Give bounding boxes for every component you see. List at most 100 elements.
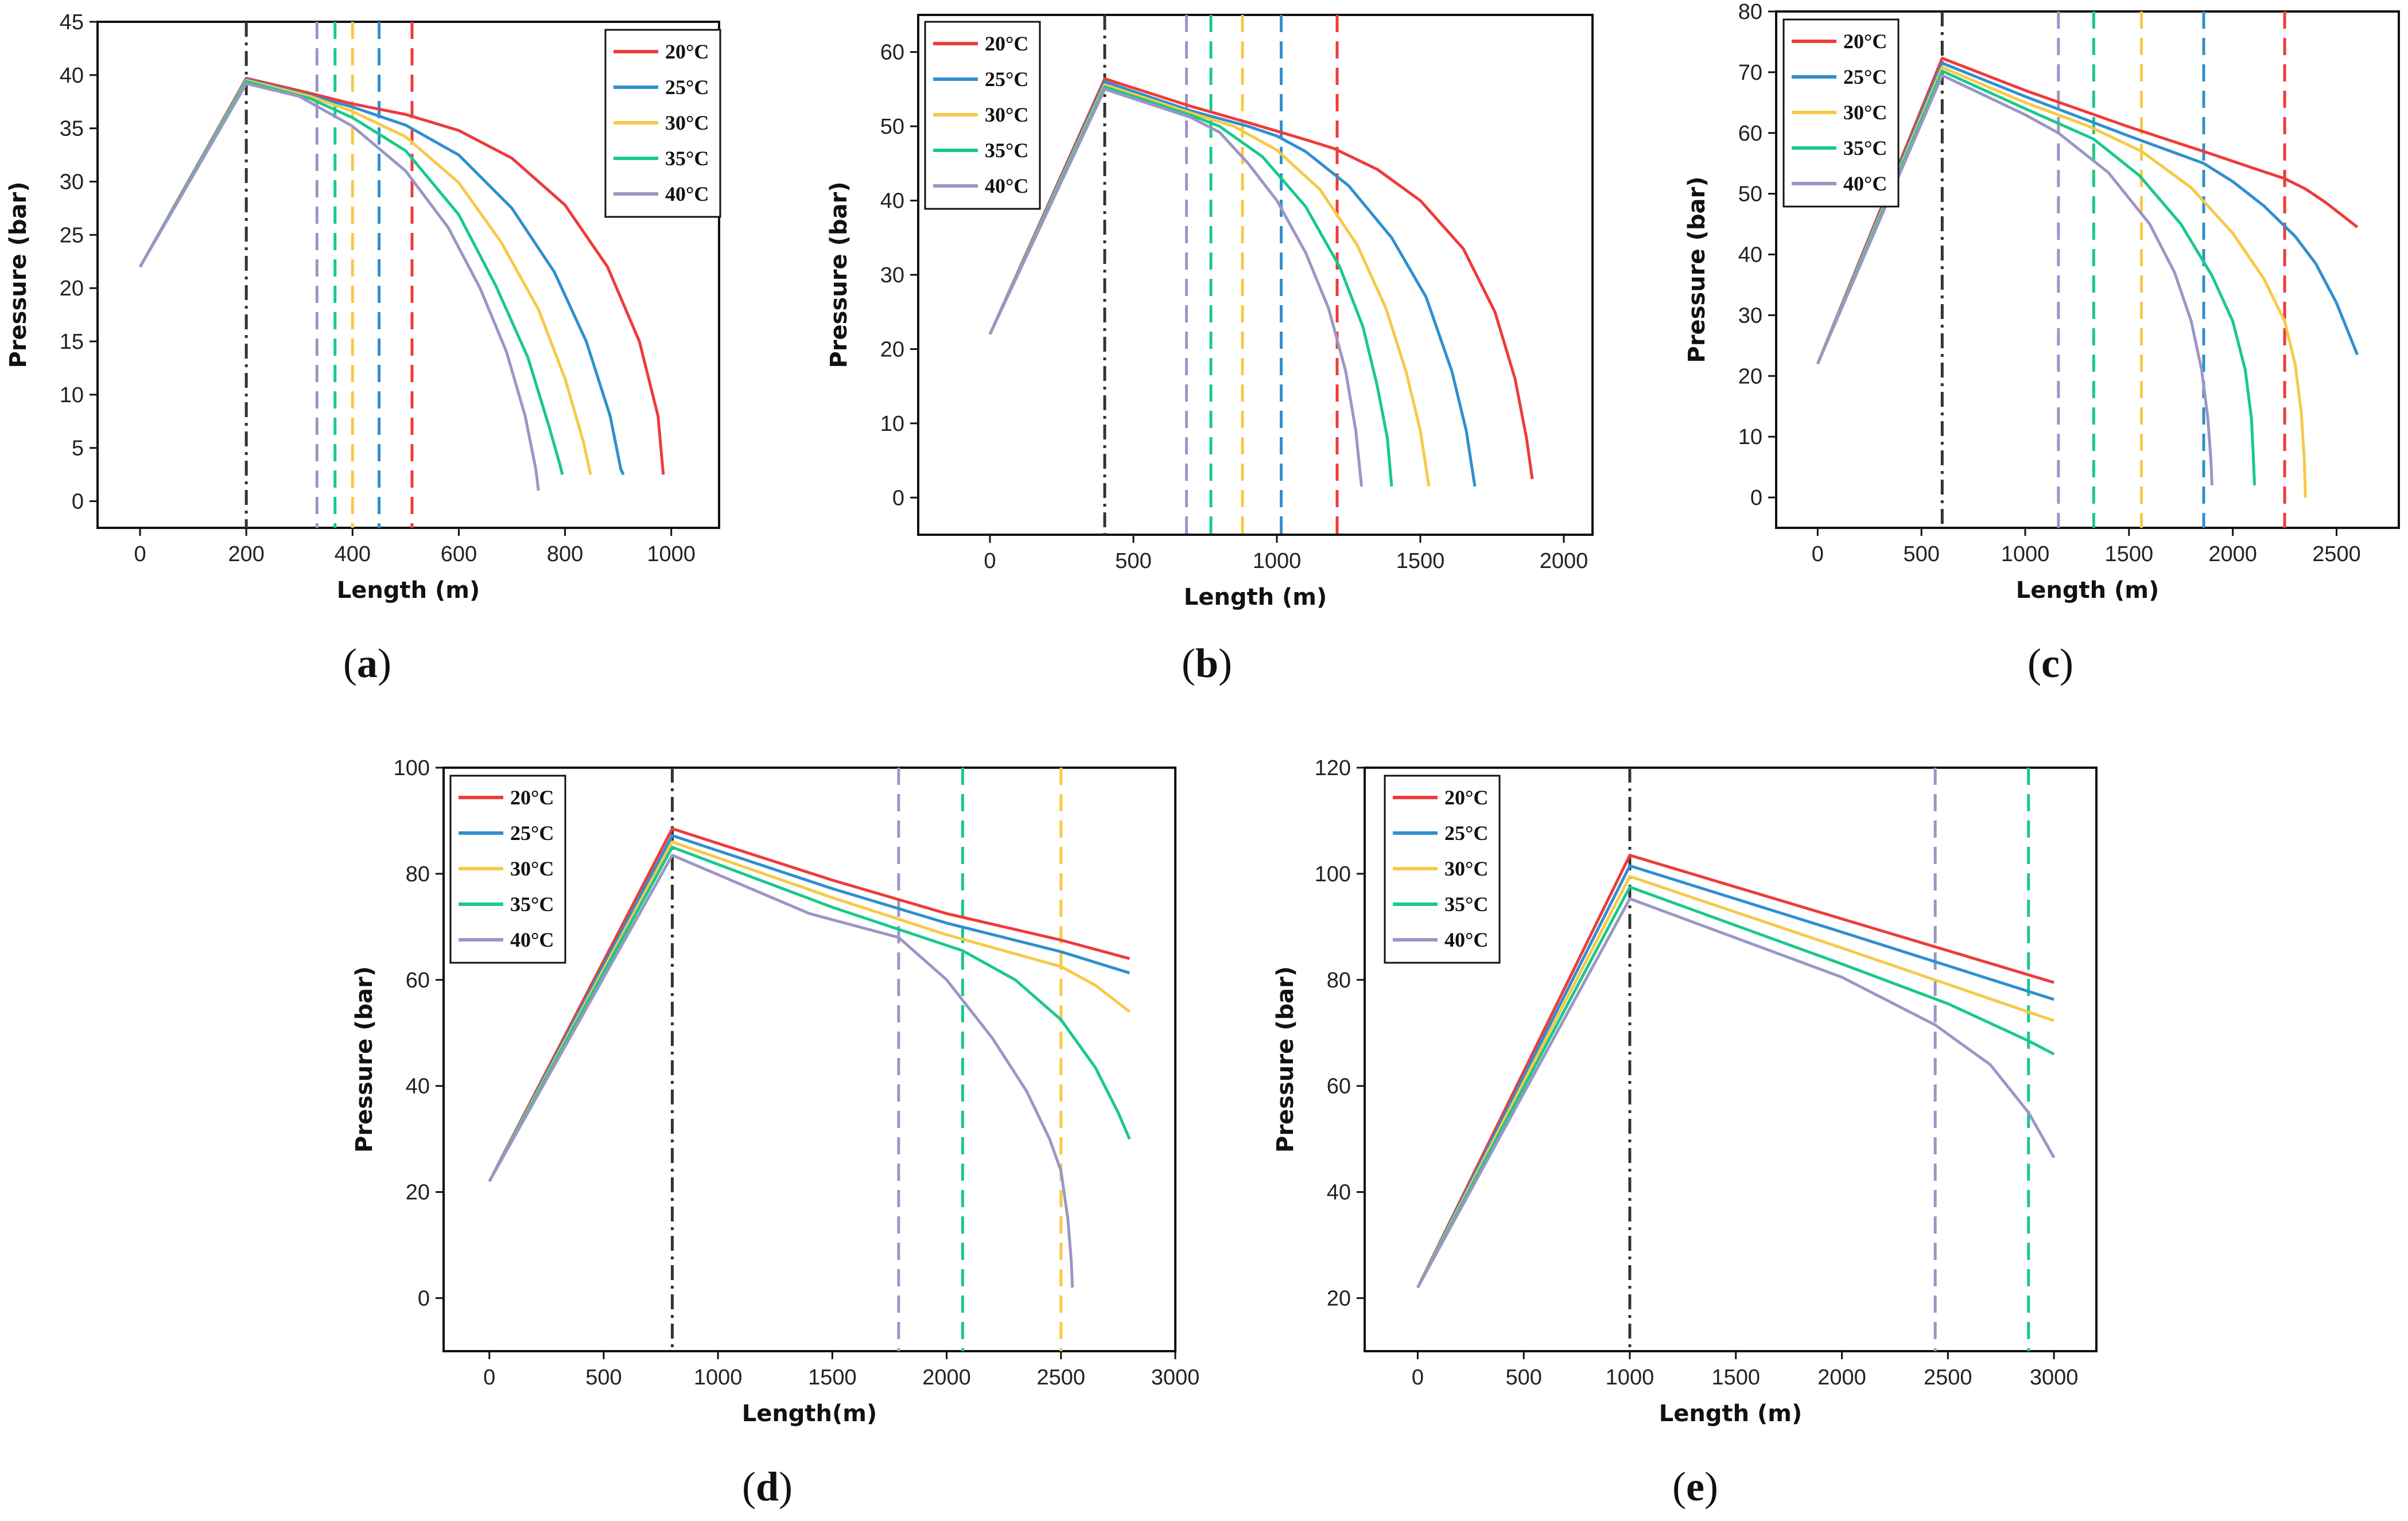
y-tick-label: 120 xyxy=(1315,756,1351,780)
x-tick-label: 1000 xyxy=(647,542,696,566)
x-tick-label: 400 xyxy=(335,542,371,566)
legend-label: 25°C xyxy=(510,822,554,845)
y-tick-label: 60 xyxy=(1738,122,1762,146)
y-tick-label: 40 xyxy=(1327,1181,1351,1205)
y-tick-label: 20 xyxy=(1738,364,1762,388)
x-tick-label: 0 xyxy=(1412,1366,1424,1390)
series-line-20c xyxy=(488,827,1130,1182)
y-axis-label: Pressure (bar) xyxy=(351,966,378,1153)
plot-frame xyxy=(1775,10,2400,529)
legend-label: 20°C xyxy=(510,786,554,809)
legend-label: 25°C xyxy=(1843,65,1887,88)
x-tick-label: 500 xyxy=(1505,1366,1541,1390)
series-line-40c xyxy=(988,87,1363,487)
legend-label: 20°C xyxy=(1444,786,1488,809)
y-tick-label: 80 xyxy=(1738,0,1762,24)
x-tick-label: 500 xyxy=(1115,549,1151,573)
x-tick-label: 2500 xyxy=(1924,1366,1972,1390)
y-tick-label: 5 xyxy=(72,437,84,461)
series-line-40c xyxy=(138,82,540,491)
legend-label: 35°C xyxy=(1843,137,1887,160)
panel-caption-close: ) xyxy=(1218,640,1232,686)
panel-caption-open: ( xyxy=(343,640,357,686)
x-tick-label: 500 xyxy=(1903,542,1939,566)
y-tick-label: 10 xyxy=(60,383,84,407)
plot-frame xyxy=(96,21,720,529)
y-tick-label: 100 xyxy=(394,756,430,780)
plot-frame xyxy=(1364,767,2098,1352)
x-axis-label: Length (m) xyxy=(337,577,480,604)
series-line-35c xyxy=(988,85,1393,487)
series-line-20c xyxy=(1416,854,2054,1289)
legend-label: 30°C xyxy=(510,857,554,880)
panel-caption-close: ) xyxy=(378,640,391,686)
y-tick-label: 30 xyxy=(60,170,84,194)
y-tick-label: 100 xyxy=(1315,862,1351,886)
legend: 20°C 25°C 30°C 35°C 40°C xyxy=(924,21,1041,210)
series-line-40c xyxy=(1416,897,2056,1289)
x-tick-label: 1000 xyxy=(2001,542,2050,566)
x-axis-label: Length(m) xyxy=(742,1401,877,1427)
panel-caption: (a) xyxy=(343,640,391,686)
plot-area xyxy=(1416,768,2056,1351)
x-tick-label: 800 xyxy=(547,542,583,566)
legend-label: 25°C xyxy=(665,76,709,99)
y-tick-label: 80 xyxy=(406,862,430,886)
y-tick-label: 50 xyxy=(1738,182,1762,207)
legend-label: 20°C xyxy=(1843,30,1887,53)
legend-label: 30°C xyxy=(985,103,1028,126)
panel-caption-open: ( xyxy=(1182,640,1195,686)
plot-frame xyxy=(442,767,1176,1352)
legend-label: 35°C xyxy=(665,147,709,170)
y-tick-label: 20 xyxy=(1327,1287,1351,1311)
x-tick-label: 2000 xyxy=(922,1366,971,1390)
panel-caption-letter: e xyxy=(1686,1464,1704,1510)
y-tick-label: 0 xyxy=(72,490,84,514)
legend-label: 30°C xyxy=(1843,101,1887,124)
x-tick-label: 3000 xyxy=(1151,1366,1200,1390)
legend-label: 30°C xyxy=(665,111,709,134)
legend-label: 35°C xyxy=(510,893,554,916)
x-tick-label: 1000 xyxy=(694,1366,743,1390)
series-line-25c xyxy=(1416,864,2054,1289)
legend: 20°C 25°C 30°C 35°C 40°C xyxy=(604,29,721,218)
y-axis-label: Pressure (bar) xyxy=(1272,966,1299,1153)
y-tick-label: 20 xyxy=(60,277,84,301)
y-tick-label: 10 xyxy=(1738,425,1762,449)
y-tick-label: 50 xyxy=(880,115,904,139)
series-line-35c xyxy=(1416,885,2055,1289)
x-axis-label: Length (m) xyxy=(1184,584,1327,610)
series-line-25c xyxy=(488,834,1131,1182)
chart-panel-d: 0 500 1000 1500 2000 2500 3000 0 20 40 60 80 100 Leng… xyxy=(351,756,1199,1510)
legend-label: 35°C xyxy=(985,139,1028,162)
y-tick-label: 60 xyxy=(1327,1075,1351,1099)
y-tick-label: 0 xyxy=(892,486,904,510)
series-line-20c xyxy=(1816,57,2359,365)
x-tick-label: 0 xyxy=(134,542,146,566)
y-tick-label: 60 xyxy=(406,968,430,993)
y-tick-label: 30 xyxy=(1738,304,1762,328)
legend: 20°C 25°C 30°C 35°C 40°C xyxy=(1384,775,1501,964)
y-tick-label: 40 xyxy=(1738,243,1762,267)
x-tick-label: 600 xyxy=(441,542,477,566)
x-tick-label: 2500 xyxy=(2312,542,2361,566)
x-tick-label: 0 xyxy=(483,1366,495,1390)
x-tick-label: 2500 xyxy=(1037,1366,1086,1390)
x-tick-label: 1500 xyxy=(2105,542,2154,566)
series-line-35c xyxy=(1816,69,2256,486)
x-tick-label: 500 xyxy=(585,1366,622,1390)
series-line-30c xyxy=(1416,875,2054,1289)
y-tick-label: 10 xyxy=(880,412,904,436)
series-line-25c xyxy=(1816,61,2359,365)
plot-area xyxy=(988,15,1534,535)
panel-caption: (e) xyxy=(1672,1464,1718,1510)
y-tick-label: 30 xyxy=(880,263,904,287)
x-axis-label: Length (m) xyxy=(2016,577,2160,604)
series-line-40c xyxy=(1816,73,2213,486)
chart-panel-b: 0 500 1000 1500 2000 0 10 20 30 40 50 60 Length (m) P… xyxy=(826,14,1594,686)
series-line-30c xyxy=(1816,65,2307,498)
y-tick-label: 20 xyxy=(406,1181,430,1205)
panel-caption-open: ( xyxy=(742,1464,756,1510)
legend-label: 20°C xyxy=(985,32,1028,55)
